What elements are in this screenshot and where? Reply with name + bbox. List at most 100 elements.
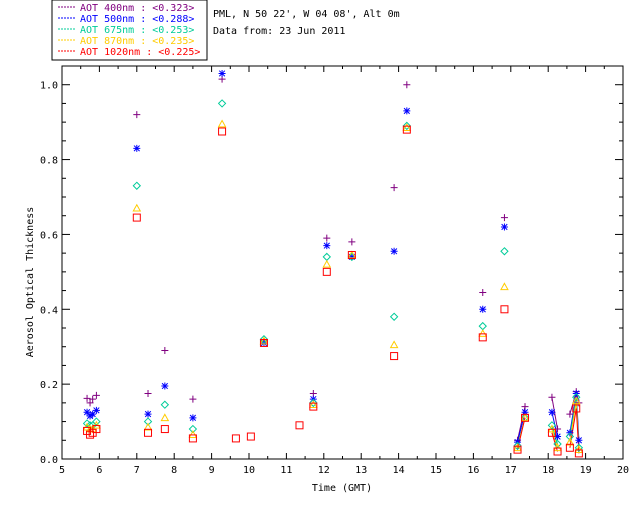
aot-870nm-point-7 — [188, 430, 198, 438]
aot-870nm-point-3 — [92, 420, 101, 429]
legend-label-2: AOT 675nm : <0.253> — [80, 25, 194, 36]
aot-1020nm-point-6 — [160, 425, 169, 434]
aot-500nm-point-23 — [575, 436, 583, 444]
aot-400nm-point-15 — [479, 288, 487, 296]
aot-400nm-point-12 — [348, 238, 356, 246]
aot-870nm-point-15 — [478, 329, 488, 337]
aot-400nm-point-2 — [89, 395, 97, 403]
x-tick-label: 8 — [171, 465, 177, 476]
aot-400nm-point-7 — [189, 395, 197, 403]
aot-500nm-point-12 — [348, 253, 356, 261]
x-tick-label: 14 — [393, 465, 405, 476]
aot-1020nm-point-14 — [322, 267, 331, 276]
x-tick-label: 12 — [318, 465, 330, 476]
legend-label-4: AOT 1020nm : <0.225> — [80, 47, 200, 58]
legend: AOT 400nm : <0.323>AOT 500nm : <0.288>AO… — [58, 3, 200, 58]
aot-870nm-point-22 — [571, 396, 581, 405]
aot-500nm-point-20 — [554, 433, 562, 441]
aot-500nm-point-18 — [521, 408, 529, 416]
aot-400nm-point-4 — [133, 111, 141, 119]
aot-675nm-point-17 — [513, 441, 522, 451]
aot-1020nm-point-11 — [259, 338, 268, 347]
aot-400nm-point-3 — [92, 391, 100, 399]
aot-500nm-point-16 — [500, 223, 508, 231]
aot-675nm-point-22 — [572, 393, 581, 402]
aot-1020nm-point-24 — [565, 443, 574, 452]
aot-1020nm-point-4 — [132, 213, 141, 222]
aot-500nm-point-3 — [92, 406, 100, 414]
aot-675nm-point-9 — [259, 335, 269, 344]
legend-label-0: AOT 400nm : <0.323> — [80, 3, 194, 14]
aot-1020nm-point-3 — [92, 425, 101, 434]
legend-box — [51, 0, 208, 61]
aot-870nm-point-23 — [574, 445, 584, 453]
aot-870nm-point-8 — [217, 119, 227, 128]
x-tick-label: 16 — [467, 465, 479, 476]
aot-500nm-point-13 — [390, 247, 398, 255]
aot-675nm-point-5 — [143, 417, 153, 426]
y-axis-title: Aerosol Optical Thickness — [25, 207, 36, 358]
y-tick-label: 0.8 — [40, 156, 58, 167]
date-info: Data from: 23 Jun 2011 — [213, 26, 345, 37]
y-tick-label: 0.0 — [40, 455, 58, 466]
x-tick-label: 10 — [243, 465, 255, 476]
aot-1020nm-point-26 — [574, 449, 583, 458]
aot-870nm-point-4 — [132, 203, 142, 212]
aot-675nm-point-8 — [217, 99, 227, 108]
aot-870nm-point-21 — [565, 437, 575, 446]
aot-500nm-point-8 — [218, 69, 226, 77]
aot-500nm-point-0 — [83, 408, 91, 416]
x-tick-label: 13 — [355, 465, 367, 476]
aot-675nm-point-4 — [132, 181, 142, 190]
aot-500nm-point-7 — [189, 414, 197, 422]
x-tick-label: 15 — [430, 465, 442, 476]
aot-675nm-point-15 — [478, 321, 487, 331]
aot-400nm-point-19 — [548, 393, 556, 401]
aot-675nm-point-7 — [188, 424, 198, 434]
aot-500nm-point-14 — [403, 107, 411, 115]
aot-675nm-point-23 — [574, 443, 584, 452]
aot-870nm-point-18 — [520, 413, 530, 422]
aot-870nm-point-16 — [500, 282, 509, 291]
aot-400nm-point-1 — [86, 399, 94, 407]
data-marks — [82, 69, 584, 458]
aot-675nm-point-11 — [322, 252, 331, 262]
aot-870nm-point-12 — [347, 250, 357, 259]
aot-1020nm-point-19 — [500, 305, 509, 314]
x-tick-label: 17 — [505, 465, 517, 476]
plot-frame — [61, 65, 624, 460]
aot-1020nm-point-1 — [86, 430, 95, 439]
aot-1020nm-point-23 — [553, 447, 562, 456]
aot-1020nm-point-16 — [390, 352, 399, 361]
aot-400nm-point-5 — [144, 390, 152, 397]
site-info: PML, N 50 22', W 04 08', Alt 0m — [213, 9, 400, 20]
aot-500nm-point-1 — [86, 412, 94, 420]
aot-1020nm-point-17 — [402, 125, 411, 134]
x-tick-label: 7 — [134, 465, 140, 476]
aot-500nm-point-4 — [133, 144, 141, 152]
aot-500nm-point-5 — [144, 410, 152, 418]
aot-400nm-connector-1 — [551, 397, 558, 430]
aot-675nm-point-10 — [309, 398, 318, 408]
aot-1020nm-point-10 — [246, 432, 255, 441]
x-tick-label: 6 — [96, 465, 102, 476]
aot-1020nm-point-21 — [521, 413, 530, 422]
x-tick-label: 19 — [580, 465, 592, 476]
y-tick-label: 0.2 — [40, 380, 58, 391]
aot-870nm-point-5 — [143, 422, 153, 431]
y-tick-label: 0.6 — [40, 230, 58, 241]
aot-400nm-point-11 — [323, 234, 331, 242]
aot-870nm-point-20 — [553, 443, 562, 452]
aot-675nm-point-16 — [500, 247, 509, 256]
x-tick-label: 5 — [59, 465, 65, 476]
aot-870nm-point-17 — [513, 443, 522, 452]
aot-400nm-point-6 — [161, 346, 169, 354]
aot-1020nm-point-15 — [347, 251, 356, 260]
x-tick-label: 11 — [280, 465, 292, 476]
aot-400nm-point-0 — [83, 394, 91, 402]
x-tick-label: 20 — [617, 465, 629, 476]
aot-500nm-point-2 — [89, 410, 97, 418]
x-tick-label: 18 — [542, 465, 554, 476]
aot-500nm-point-11 — [323, 242, 331, 250]
aot-870nm-point-9 — [259, 336, 269, 345]
